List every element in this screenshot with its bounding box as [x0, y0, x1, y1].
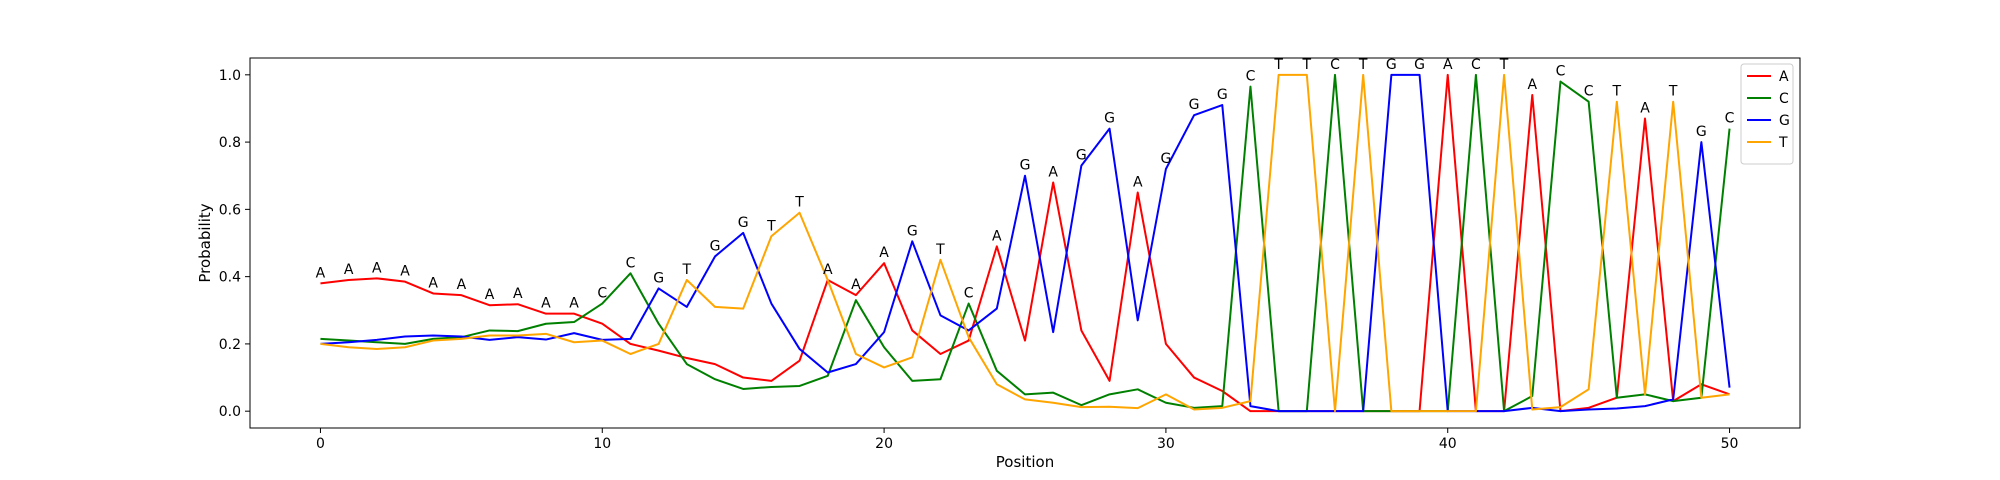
legend-box	[1740, 63, 1794, 165]
peak-label: T	[1499, 57, 1509, 73]
y-tick-label: 0.0	[219, 404, 241, 420]
peak-label: A	[428, 275, 438, 291]
peak-label: C	[1556, 64, 1566, 80]
x-axis-label: Position	[996, 453, 1054, 471]
peak-label: C	[626, 255, 636, 271]
y-tick-label: 1.0	[219, 68, 241, 84]
peak-label: A	[457, 277, 467, 293]
peak-label: A	[879, 245, 889, 261]
peak-label: A	[316, 265, 326, 281]
peak-label: T	[935, 242, 945, 258]
peak-label: A	[400, 264, 410, 280]
peak-labels: A A A A A A A A A A C C G T G G T T A A A G T C A G A G G A G G G C T T C T G G…	[316, 57, 1735, 312]
peak-label: C	[597, 286, 607, 302]
y-axis-label: Probability	[196, 203, 214, 282]
peak-label: T	[1612, 84, 1622, 100]
peak-label: G	[1386, 57, 1397, 73]
peak-label: C	[964, 286, 974, 302]
legend-label-C: C	[1779, 91, 1789, 107]
peak-label: A	[1527, 77, 1537, 93]
peak-label: A	[1443, 57, 1453, 73]
axis-ticks: 0 10 20 30 40 50 0.0 0.2 0.4 0.6 0.8 1.0	[219, 68, 1739, 452]
legend-label-G: G	[1779, 113, 1790, 129]
peak-label: A	[851, 277, 861, 293]
peak-label: T	[794, 195, 804, 211]
y-tick-label: 0.2	[219, 337, 241, 353]
peak-label: T	[1273, 57, 1283, 73]
peak-label: A	[485, 287, 495, 303]
peak-label: G	[1414, 57, 1425, 73]
peak-label: G	[1217, 87, 1228, 103]
peak-label: C	[1330, 57, 1340, 73]
peak-label: A	[372, 260, 382, 276]
peak-label: T	[1358, 57, 1368, 73]
series-lines	[320, 73, 1731, 413]
peak-label: C	[1725, 111, 1735, 127]
x-tick-label: 50	[1721, 436, 1739, 452]
peak-label: G	[710, 238, 721, 254]
peak-label: C	[1584, 84, 1594, 100]
peak-label: A	[513, 286, 523, 302]
peak-label: G	[1104, 111, 1115, 127]
peak-label: T	[1302, 57, 1312, 73]
peak-label: G	[1076, 148, 1087, 164]
x-tick-label: 0	[316, 436, 325, 452]
peak-label: C	[1246, 69, 1256, 85]
x-tick-label: 40	[1439, 436, 1457, 452]
peak-label: A	[541, 296, 551, 312]
peak-label: C	[1471, 57, 1481, 73]
peak-label: G	[653, 270, 664, 286]
peak-label: T	[682, 262, 692, 278]
peak-label: G	[1160, 151, 1171, 167]
plot-area	[249, 57, 1801, 429]
peak-label: A	[569, 296, 579, 312]
peak-label: A	[1048, 164, 1058, 180]
legend-label-A: A	[1779, 69, 1789, 85]
x-tick-label: 30	[1157, 436, 1175, 452]
legend-label-T: T	[1778, 135, 1788, 151]
series-line-C	[320, 73, 1731, 413]
peak-label: G	[1189, 97, 1200, 113]
peak-label: T	[766, 218, 776, 234]
x-tick-label: 10	[593, 436, 611, 452]
y-tick-label: 0.8	[219, 135, 241, 151]
peak-label: A	[344, 262, 354, 278]
peak-label: A	[1133, 175, 1143, 191]
peak-label: G	[907, 223, 918, 239]
peak-label: A	[1640, 101, 1650, 117]
y-tick-label: 0.6	[219, 202, 241, 218]
x-tick-label: 20	[875, 436, 893, 452]
peak-label: G	[738, 215, 749, 231]
series-line-T	[320, 73, 1730, 413]
peak-label: A	[992, 228, 1002, 244]
peak-label: A	[823, 262, 833, 278]
peak-label: G	[1696, 124, 1707, 140]
y-tick-label: 0.4	[219, 270, 241, 286]
peak-label: G	[1020, 158, 1031, 174]
peak-label: T	[1668, 84, 1678, 100]
